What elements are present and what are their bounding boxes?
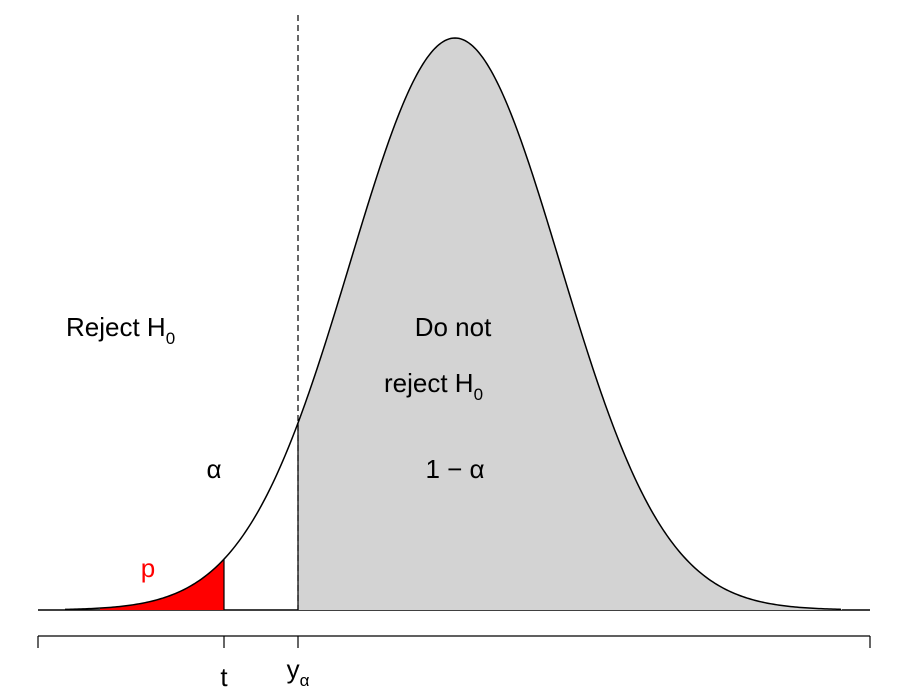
- alpha-area-label: α: [206, 454, 221, 484]
- density-curve: [64, 37, 842, 611]
- p-value-area: [100, 559, 224, 610]
- reject-region-label: Reject H0: [66, 312, 175, 348]
- tick-label-y-alpha: yα: [287, 654, 310, 690]
- do-not-reject-area: [298, 38, 842, 610]
- do-not-reject-label-line2: reject H0: [384, 368, 483, 404]
- do-not-reject-label-line1: Do not: [415, 312, 492, 342]
- p-value-label: p: [141, 553, 155, 583]
- one-minus-alpha-area-label: 1 − α: [425, 454, 484, 484]
- tick-label-t: t: [220, 662, 228, 692]
